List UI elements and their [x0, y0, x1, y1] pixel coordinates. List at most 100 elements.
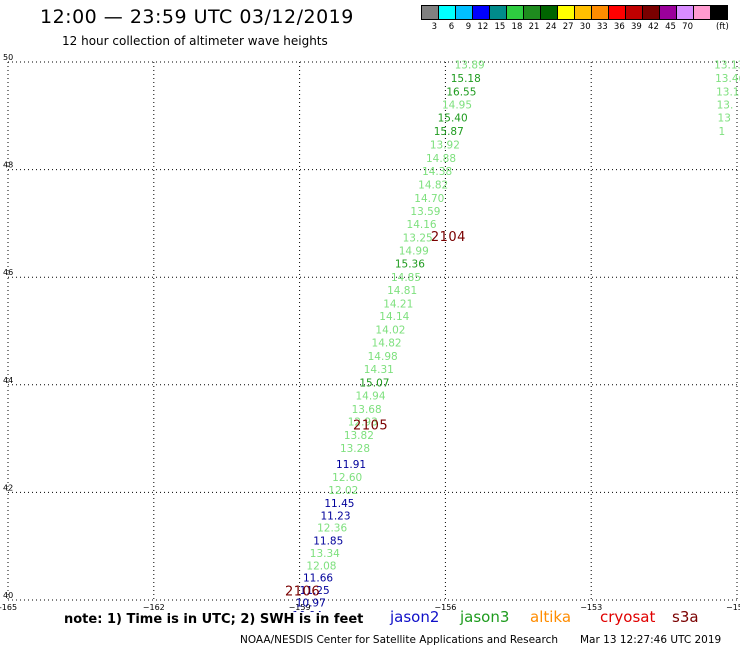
x-tick-label: -165 [0, 603, 17, 612]
orbit-pass-label: 2104 [431, 230, 466, 245]
swh-value: 15.40 [438, 113, 468, 125]
legend-label: 36 [613, 22, 625, 32]
y-tick-label: 46 [3, 268, 13, 277]
color-scale-unit: (ft) [716, 22, 729, 32]
swh-value: 13.28 [340, 443, 370, 455]
x-tick-label: −159 [289, 603, 311, 612]
swh-value: 14.82 [418, 179, 448, 191]
swh-value: 14.16 [407, 219, 437, 231]
swh-value: 14.02 [375, 325, 405, 337]
legend-swatch [694, 6, 711, 19]
legend-swatch [660, 6, 677, 19]
swh-value: 14.94 [355, 390, 385, 402]
legend-swatch [473, 6, 490, 19]
legend-swatch [558, 6, 575, 19]
y-tick-label: 44 [3, 376, 13, 385]
x-tick-label: −153 [580, 603, 602, 612]
legend-swatch [439, 6, 456, 19]
swh-value: 14.81 [387, 285, 417, 297]
swh-value: 13. [717, 99, 734, 111]
swh-value: 13.89 [455, 59, 485, 71]
satellite-legend-item: jason3 [460, 608, 510, 626]
legend-swatch [711, 6, 727, 19]
swh-value: 14.88 [426, 153, 456, 165]
legend-swatch [677, 6, 694, 19]
swh-value: 14.31 [364, 364, 394, 376]
legend-label: 3 [431, 22, 438, 32]
y-tick-label: 48 [3, 161, 13, 170]
swh-value: 11.25 [300, 585, 330, 597]
legend-swatch [592, 6, 609, 19]
legend-swatch [541, 6, 558, 19]
swh-value: 14.95 [442, 99, 472, 111]
satellite-legend-item: s3a [672, 608, 699, 626]
legend-swatch [422, 6, 439, 19]
swh-value: 15.87 [434, 126, 464, 138]
legend-swatch [490, 6, 507, 19]
legend-label: 42 [648, 22, 659, 32]
orbit-pass-label: 2106 [285, 585, 320, 600]
legend-swatch [456, 6, 473, 19]
map-title: 12:00 — 23:59 UTC 03/12/2019 [40, 6, 354, 28]
swh-value: 12.60 [332, 472, 362, 484]
swh-value: 11.45 [324, 498, 354, 510]
swh-value: 11.23 [320, 510, 350, 522]
color-scale-legend [421, 5, 728, 20]
swh-value: 13.1 [716, 86, 739, 98]
legend-swatch [575, 6, 592, 19]
legend-label: 39 [630, 22, 642, 32]
credit-line: NOAA/NESDIS Center for Satellite Applica… [240, 634, 558, 646]
map-subtitle: 12 hour collection of altimeter wave hei… [62, 34, 328, 48]
swh-value: 14.38 [422, 166, 452, 178]
swh-value: 14.98 [368, 351, 398, 363]
legend-label: 70 [682, 22, 693, 32]
swh-value: 13 [718, 113, 731, 125]
swh-value: 13.25 [403, 233, 433, 245]
swh-value: 12.08 [306, 560, 336, 572]
swh-value: 10.97 [296, 597, 326, 609]
legend-label: 24 [545, 22, 557, 32]
swh-value: 14.14 [379, 311, 409, 323]
swh-value: 11.85 [313, 536, 343, 548]
y-tick-label: 42 [3, 483, 13, 492]
swh-value: 15.18 [451, 73, 481, 85]
swh-value: 15.36 [395, 259, 425, 271]
swh-value: 13.68 [352, 404, 382, 416]
swh-value: 13.34 [310, 548, 340, 560]
swh-value: 14.85 [391, 272, 421, 284]
x-tick-label: −150 [726, 603, 740, 612]
x-tick-label: −162 [143, 603, 165, 612]
color-scale-labels: 3 6 9 12 15 18 21 24 27 30 33 36 39 42 45 70 [421, 22, 728, 32]
swh-value: 13.13 [714, 59, 740, 71]
swh-value: 11.66 [303, 573, 333, 585]
swh-value: 12.36 [317, 523, 347, 535]
swh-value: 13.92 [430, 140, 460, 152]
swh-value: 14.82 [372, 338, 402, 350]
y-tick-label: 50 [3, 53, 13, 62]
legend-swatch [507, 6, 524, 19]
swh-value: 12.93 [348, 417, 378, 429]
satellite-legend-item: cryosat [600, 608, 656, 626]
swh-value: 13.82 [344, 430, 374, 442]
swh-value: 11.91 [336, 459, 366, 471]
legend-label: 33 [596, 22, 608, 32]
legend-label: 30 [579, 22, 591, 32]
swh-value: 12.02 [328, 485, 358, 497]
legend-label: 18 [511, 22, 523, 32]
satellite-legend-item: jason2 [390, 608, 440, 626]
generation-timestamp: Mar 13 12:27:46 UTC 2019 [580, 634, 722, 646]
footer-note: note: 1) Time is in UTC; 2) SWH is in fe… [64, 612, 364, 627]
legend-label: 15 [494, 22, 506, 32]
swh-value: 13.59 [410, 206, 440, 218]
y-tick-label: 40 [3, 591, 13, 600]
swh-value: 13.46 [715, 73, 740, 85]
legend-swatch [626, 6, 643, 19]
x-tick-label: −156 [434, 603, 456, 612]
swh-value: 1 [719, 126, 726, 138]
swh-value: 14.70 [414, 193, 444, 205]
legend-label: 12 [477, 22, 489, 32]
legend-label: 21 [528, 22, 540, 32]
swh-value: 10.94 [292, 610, 322, 612]
legend-label: 45 [665, 22, 676, 32]
legend-label: 9 [465, 22, 472, 32]
